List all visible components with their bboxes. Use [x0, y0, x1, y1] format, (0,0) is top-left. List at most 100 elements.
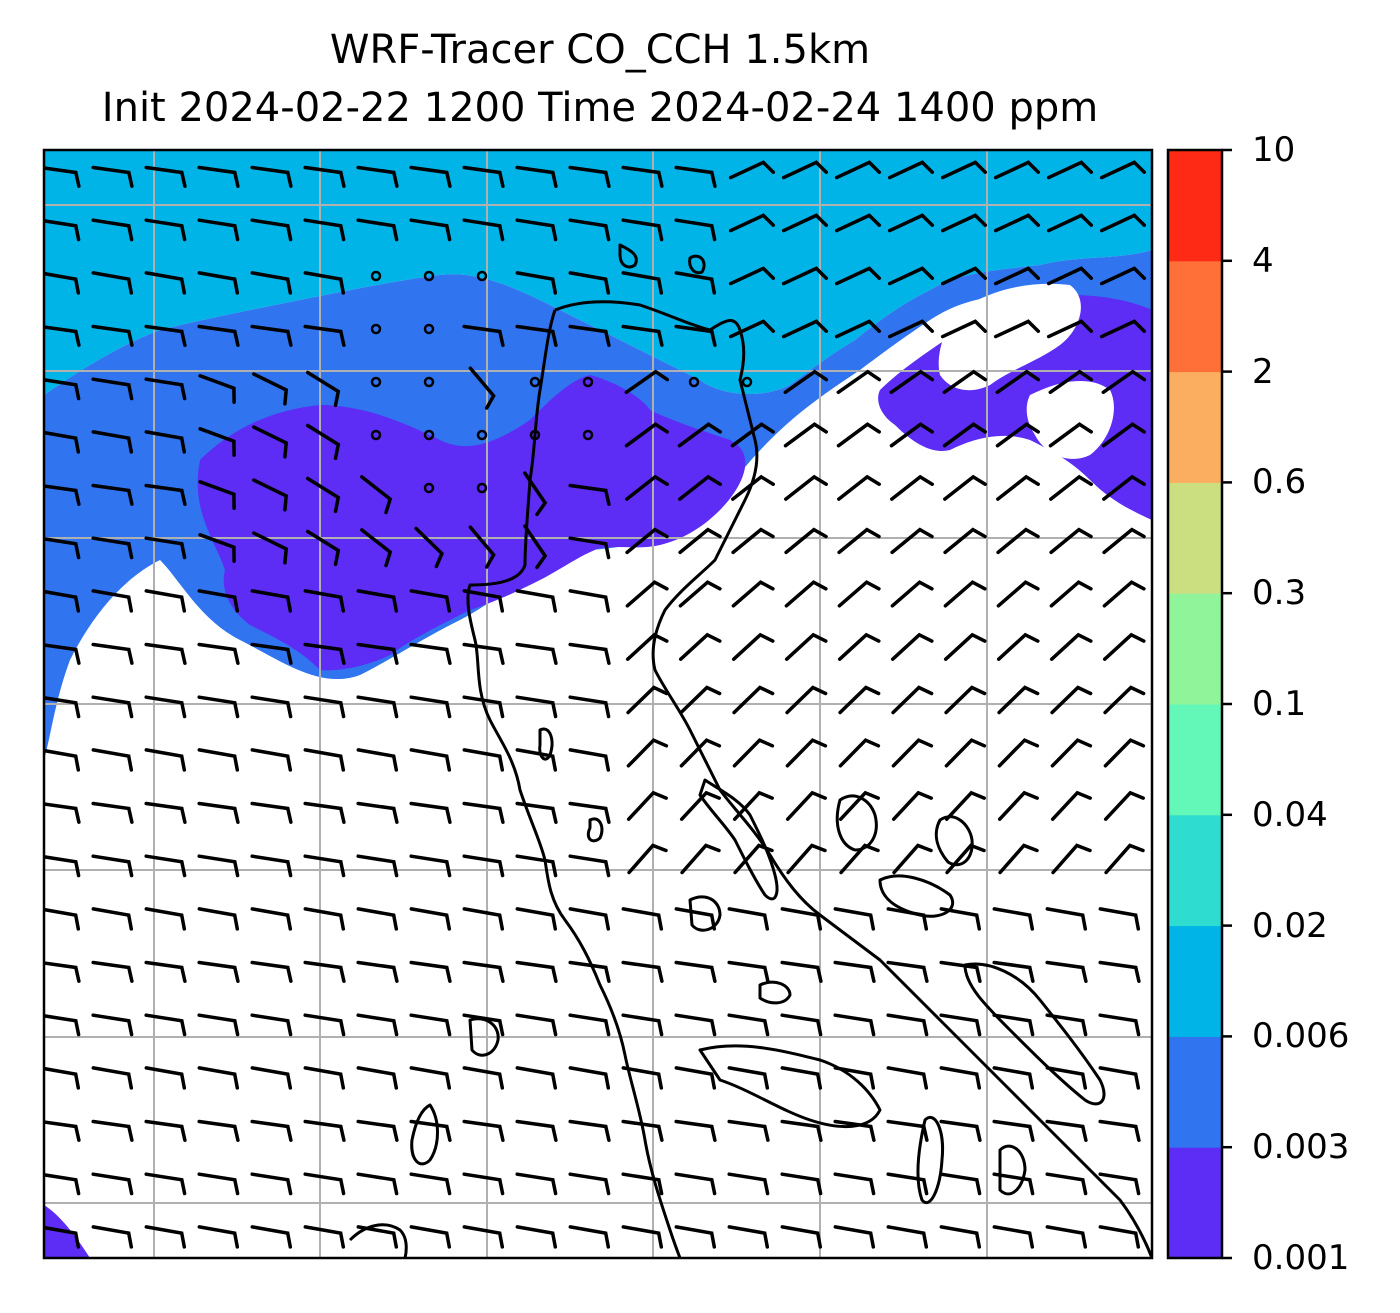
- wind-barb: [303, 218, 346, 242]
- colorbar-segment: [1168, 482, 1222, 594]
- wind-barb: [890, 580, 934, 608]
- wind-barb: [44, 907, 81, 931]
- wind-barb: [197, 1066, 240, 1090]
- wind-barb: [1102, 632, 1146, 661]
- wind-barb: [144, 1119, 187, 1142]
- wind-barb: [674, 324, 717, 347]
- wind-barb: [360, 528, 393, 568]
- wind-barb: [889, 422, 934, 448]
- wind-barb: [409, 218, 452, 242]
- wind-barb: [568, 748, 611, 772]
- colorbar-segment: [1168, 925, 1222, 1037]
- wind-barb: [1101, 369, 1147, 395]
- wind-barb: [515, 1172, 558, 1196]
- wind-barb: [250, 801, 293, 824]
- wind-barb: [144, 536, 187, 560]
- wind-barb: [568, 1119, 611, 1142]
- wind-barb: [780, 960, 823, 983]
- wind-barb: [515, 801, 558, 824]
- wind-barb: [1098, 960, 1141, 983]
- colorbar-segment: [1168, 371, 1222, 483]
- wind-barb: [678, 527, 722, 555]
- wind-barb: [144, 1066, 187, 1090]
- wind-barb: [626, 738, 669, 768]
- wind-barb: [891, 790, 933, 821]
- wind-barb: [1103, 790, 1145, 821]
- wind-barb: [44, 1120, 81, 1142]
- colorbar-tick-label: 0.6: [1252, 462, 1307, 503]
- wind-barb: [250, 960, 293, 983]
- wind-barb: [197, 324, 240, 347]
- wind-barb: [409, 1013, 452, 1037]
- map-title-line-1: WRF-Tracer CO_CCH 1.5km: [329, 27, 871, 73]
- wind-barb: [303, 907, 346, 931]
- wind-barb: [887, 160, 935, 180]
- wind-barb: [780, 1013, 823, 1037]
- wind-barb: [727, 1119, 770, 1142]
- wind-barb: [303, 1225, 346, 1249]
- wind-barb: [305, 423, 341, 461]
- calm-wind-marker: [370, 323, 382, 335]
- wind-barb: [834, 266, 882, 286]
- wind-barb: [992, 907, 1035, 931]
- wind-barb: [886, 1225, 929, 1249]
- wind-barb: [44, 961, 81, 983]
- wind-barb: [621, 960, 664, 983]
- wind-barb: [356, 854, 399, 878]
- wind-barb: [621, 907, 664, 931]
- wind-barb: [1051, 843, 1092, 875]
- calm-wind-marker: [423, 429, 435, 441]
- wind-barb: [993, 266, 1041, 286]
- wind-barb: [679, 738, 722, 768]
- wind-barb: [144, 483, 187, 506]
- wind-barb: [356, 1225, 399, 1249]
- wind-barb: [679, 685, 722, 715]
- wind-barb: [890, 474, 934, 501]
- wind-barb: [1045, 1013, 1088, 1037]
- wind-barb: [625, 527, 669, 555]
- wind-barb: [252, 478, 289, 512]
- clear-area-central: [776, 409, 879, 489]
- wind-barb: [732, 685, 775, 715]
- wind-barb: [44, 219, 81, 242]
- wind-barb: [1098, 1119, 1141, 1142]
- calm-wind-marker: [476, 482, 488, 494]
- wind-barb: [515, 1066, 558, 1090]
- wind-barb: [303, 801, 346, 824]
- wind-barb: [624, 369, 670, 395]
- wind-barb: [833, 1066, 876, 1090]
- colorbar-tick-label: 0.02: [1252, 905, 1328, 946]
- colorbar-segment: [1168, 150, 1222, 262]
- calm-wind-marker: [423, 323, 435, 335]
- wind-barb: [940, 160, 988, 180]
- wind-barb: [198, 427, 236, 457]
- colorbar-tick-label: 2: [1252, 351, 1274, 392]
- wind-barb: [44, 537, 81, 560]
- wind-barb: [783, 422, 828, 448]
- wind-barb: [523, 524, 548, 570]
- wind-barb: [144, 907, 187, 931]
- wind-barb: [198, 480, 236, 510]
- calm-wind-marker: [476, 270, 488, 282]
- wind-barb: [144, 1013, 187, 1037]
- wind-barb: [91, 377, 134, 401]
- wind-barb: [356, 801, 399, 824]
- wind-barb: [837, 580, 881, 608]
- wind-barb: [568, 695, 611, 719]
- wind-barb: [91, 430, 134, 454]
- wind-barb: [462, 165, 505, 188]
- wind-barb: [91, 536, 134, 560]
- wind-barb: [305, 476, 341, 514]
- wind-barb: [1098, 1172, 1141, 1196]
- wind-barb: [943, 580, 987, 608]
- wind-barb: [462, 907, 505, 931]
- wind-barb: [940, 319, 988, 339]
- wind-barb: [250, 1119, 293, 1142]
- wind-barb: [144, 642, 187, 665]
- wind-barb: [891, 738, 934, 768]
- wind-barb: [515, 218, 558, 242]
- wind-barb: [939, 1066, 982, 1090]
- wind-barb: [992, 1013, 1035, 1037]
- wind-barb: [995, 422, 1040, 448]
